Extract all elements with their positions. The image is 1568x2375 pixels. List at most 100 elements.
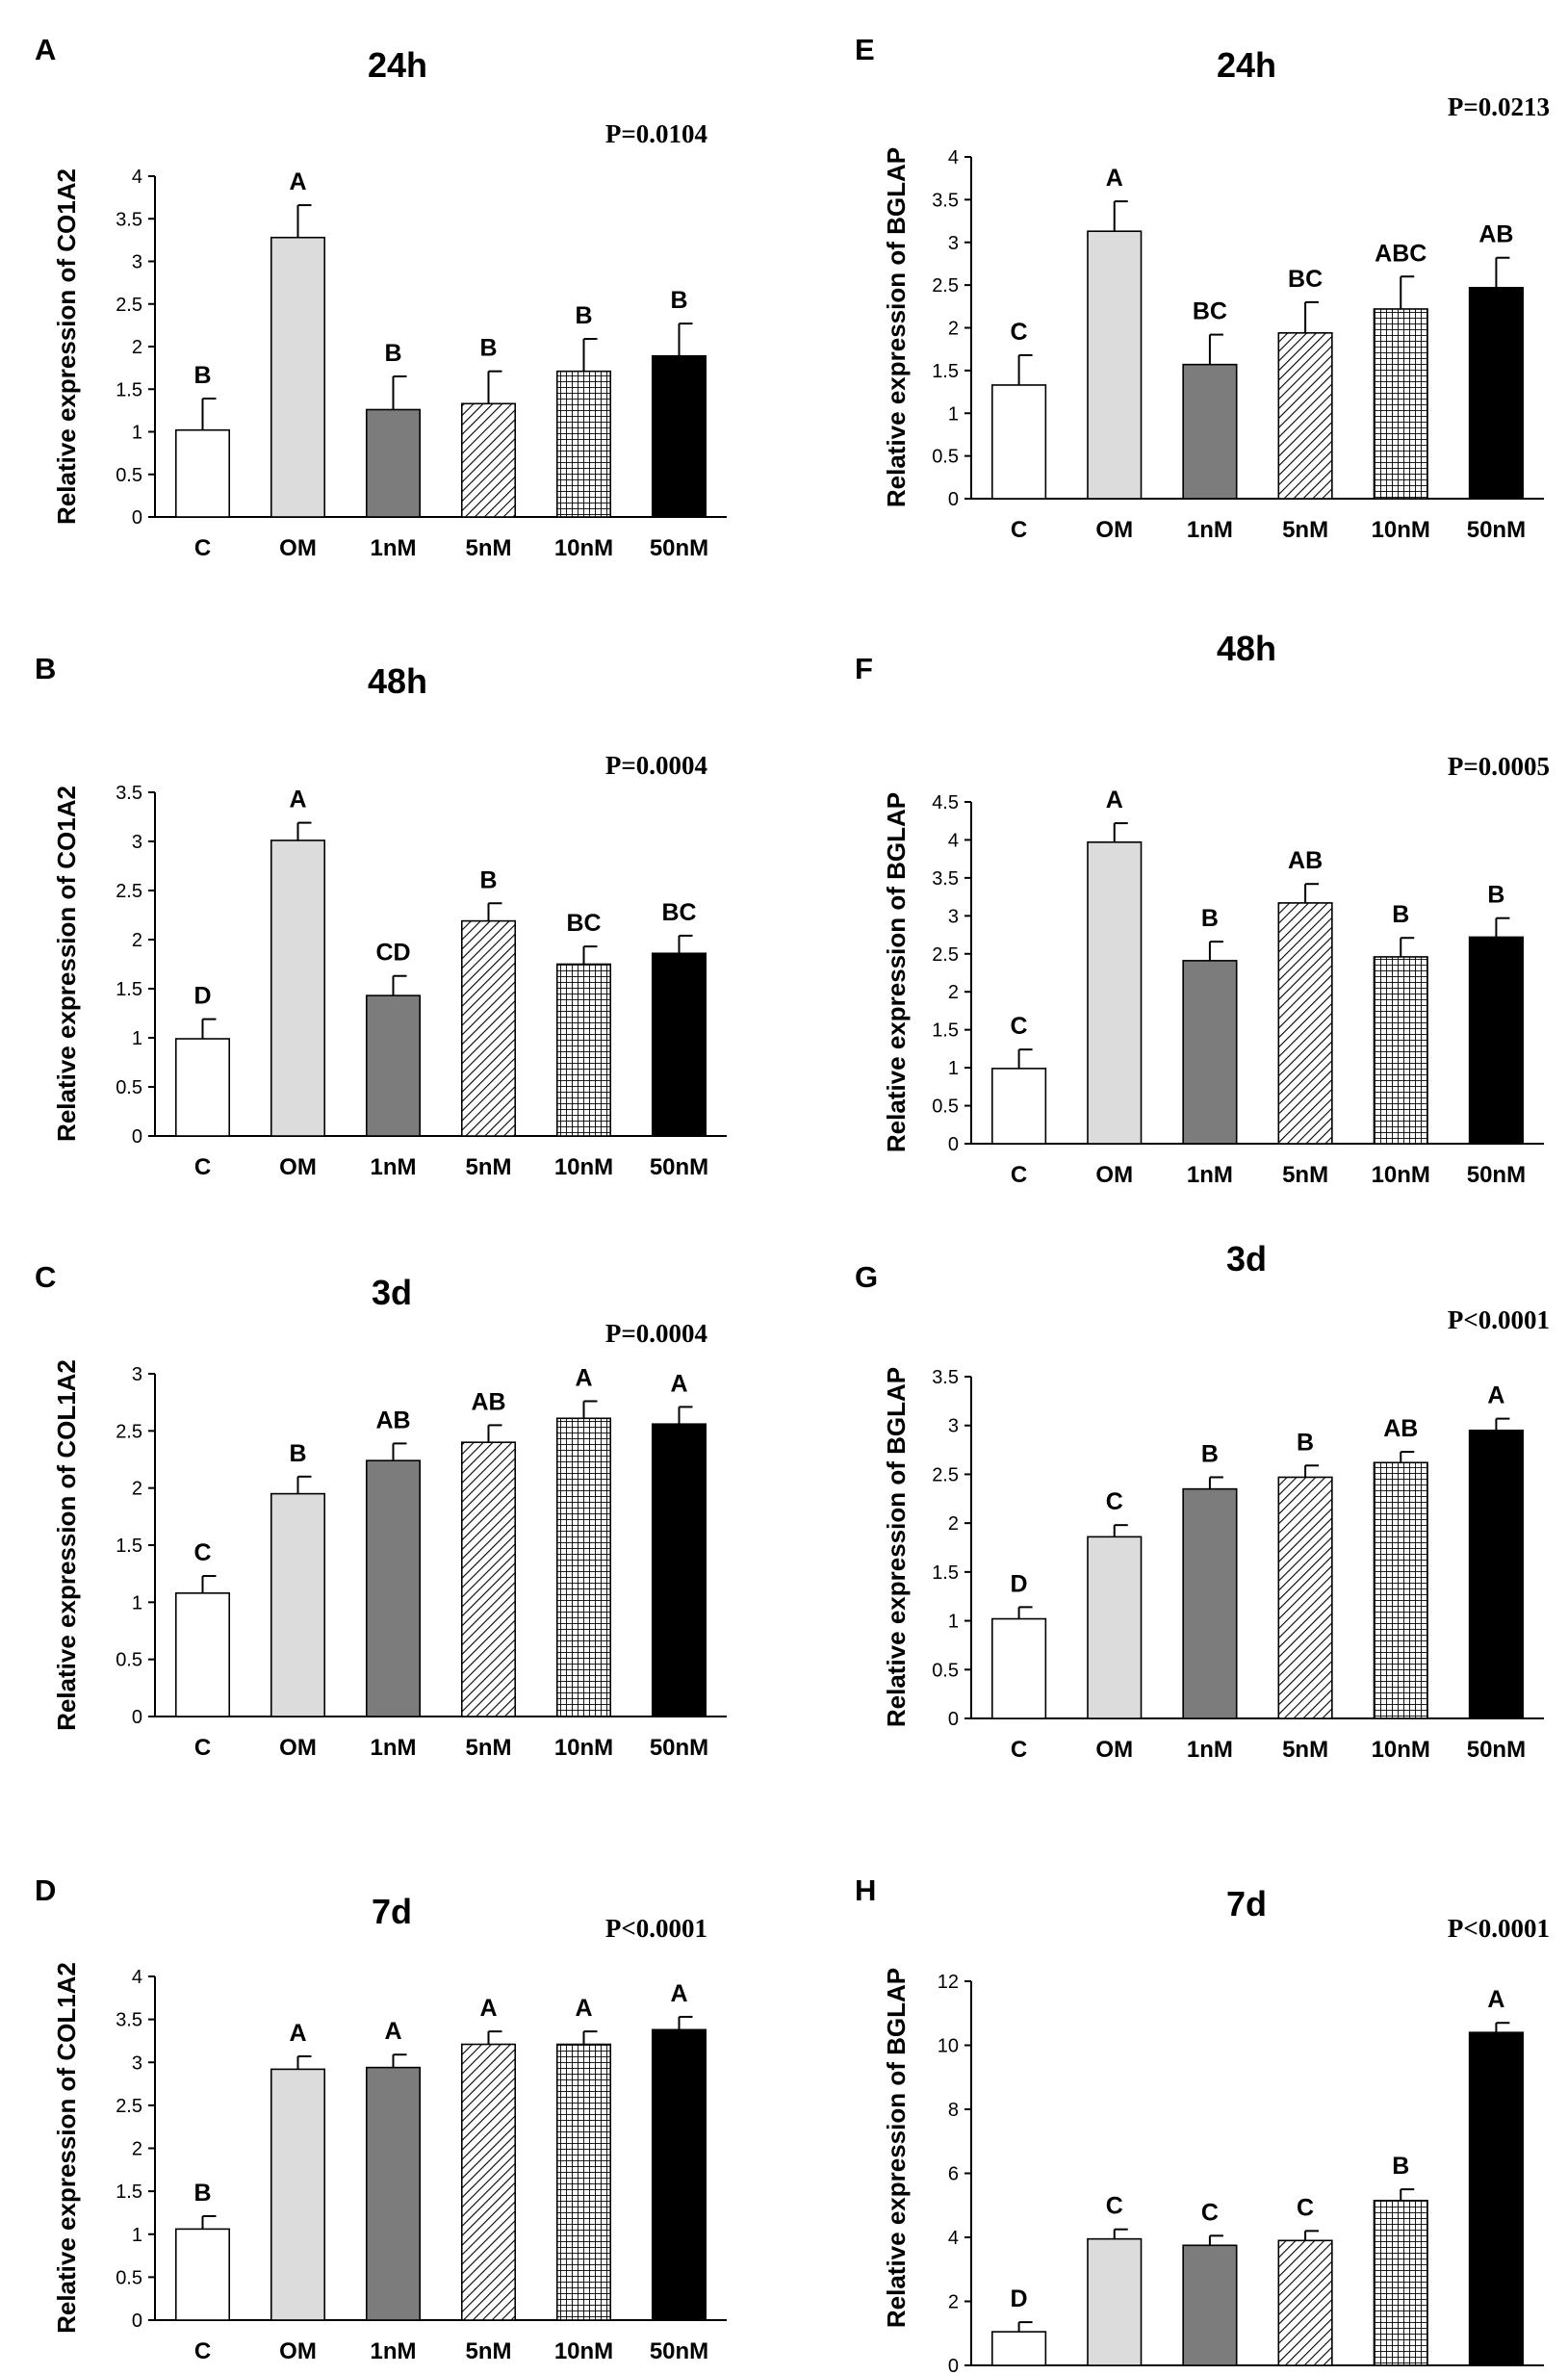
y-tick-label-c: 2.5 [116,1421,142,1442]
bar-e-10nm [1373,308,1428,500]
sig-letter-e: A [1106,165,1123,192]
y-tick-label-h: 12 [938,1972,959,1993]
sig-letter-b: A [289,787,306,813]
panel-label-e: E [855,33,875,66]
y-tick-label-g: 3 [948,1416,959,1437]
bar-b-10nm [555,963,612,1137]
sig-letter-c: A [575,1364,592,1391]
y-tick-label-a: 0 [132,507,142,529]
panel-label-h: H [855,1873,876,1907]
category-label-d: 1nM [371,2338,417,2364]
category-label-e: 50nM [1467,517,1526,543]
bar-e-50nm [1468,286,1524,500]
sig-letter-d: A [670,1980,687,2007]
sig-letter-a: B [575,302,592,329]
bar-b-50nm [651,952,707,1137]
category-label-b: 10nM [554,1154,613,1180]
category-label-d: 5nM [466,2338,512,2364]
y-tick-label-e: 0 [948,489,959,510]
sig-letter-h: C [1106,2193,1123,2220]
sig-letter-g: B [1297,1429,1314,1456]
category-label-f: C [1011,1162,1027,1188]
y-tick-label-e: 0.5 [932,447,959,468]
category-label-a: 5nM [466,535,512,561]
panel-label-g: G [855,1260,878,1294]
category-label-f: OM [1095,1162,1133,1188]
bar-e-c [991,384,1047,500]
y-tick-label-f: 1.5 [932,1020,959,1042]
sig-letter-a: A [289,168,306,195]
y-axis-label-e: Relative expression of BGLAP [882,147,911,507]
y-axis-label-h: Relative expression of BGLAP [882,1968,911,2328]
sig-letter-a: B [479,335,497,362]
chart-title-c: 3d [372,1273,412,1312]
y-tick-label-b: 0.5 [116,1077,142,1098]
y-tick-label-d: 0 [132,2310,142,2332]
sig-letter-e: ABC [1375,240,1427,267]
category-label-c: 10nM [554,1735,613,1761]
y-tick-label-h: 0 [948,2356,959,2375]
y-tick-label-f: 4.5 [932,792,959,813]
y-tick-label-f: 2.5 [932,944,959,966]
sig-letter-b: BC [661,899,696,926]
sig-letter-f: B [1392,901,1409,928]
p-value-d: P<0.0001 [605,1914,707,1943]
category-label-a: 10nM [554,535,613,561]
category-label-a: C [194,535,211,561]
y-tick-label-g: 1 [948,1612,959,1633]
p-value-e: P=0.0213 [1448,92,1550,121]
y-tick-label-a: 1 [132,423,142,444]
bar-a-50nm [651,354,707,518]
bar-h-50nm [1468,2031,1524,2366]
category-label-e: 10nM [1372,517,1430,543]
y-tick-label-c: 1.5 [116,1536,142,1557]
y-tick-label-b: 3.5 [116,783,142,804]
y-axis-label-d: Relative expression of COL1A2 [52,1962,81,2334]
sig-letter-g: A [1487,1382,1504,1409]
y-tick-label-a: 0.5 [116,465,142,486]
sig-letter-c: AB [375,1407,410,1433]
y-tick-label-d: 1.5 [116,2181,142,2203]
bar-h-c [991,2331,1047,2366]
panel-label-d: D [35,1873,56,1907]
y-tick-label-e: 1 [948,403,959,425]
y-tick-label-c: 0 [132,1707,142,1728]
sig-letter-b: B [479,866,497,893]
bar-e-1nm [1182,363,1238,500]
y-tick-label-f: 0 [948,1134,959,1155]
bar-g-10nm [1373,1461,1428,1719]
bar-g-c [991,1617,1047,1719]
p-value-b: P=0.0004 [605,751,707,780]
sig-letter-e: BC [1288,266,1323,293]
y-tick-label-b: 2.5 [116,881,142,902]
y-tick-label-e: 2 [948,319,959,340]
sig-letter-d: A [575,1995,592,2022]
panel-label-b: B [35,652,56,685]
sig-letter-e: AB [1478,221,1513,248]
bar-c-50nm [651,1423,707,1717]
y-tick-label-h: 8 [948,2100,959,2121]
y-tick-label-f: 0.5 [932,1097,959,1118]
category-label-c: C [194,1735,211,1761]
sig-letter-g: C [1106,1488,1123,1515]
panel-label-f: F [855,652,873,685]
category-label-g: 1nM [1187,1737,1233,1763]
sig-letter-h: A [1487,1986,1504,2013]
bar-a-c [174,428,231,518]
category-label-b: 1nM [371,1154,417,1180]
y-axis-label-a: Relative expression of CO1A2 [52,168,81,525]
y-tick-label-g: 2.5 [932,1464,959,1485]
sig-letter-b: CD [375,940,410,967]
p-value-h: P<0.0001 [1448,1914,1550,1943]
sig-letter-f: C [1011,1013,1028,1040]
sig-letter-a: B [193,362,211,389]
panel-label-c: C [35,1260,56,1294]
sig-letter-d: A [289,2020,306,2047]
sig-letter-f: AB [1288,847,1323,874]
bar-c-c [174,1592,231,1717]
sig-letter-d: B [193,2180,211,2207]
y-tick-label-e: 4 [948,147,959,168]
sig-letter-h: B [1392,2153,1409,2180]
y-tick-label-a: 2 [132,337,142,358]
bar-f-c [991,1068,1047,1145]
